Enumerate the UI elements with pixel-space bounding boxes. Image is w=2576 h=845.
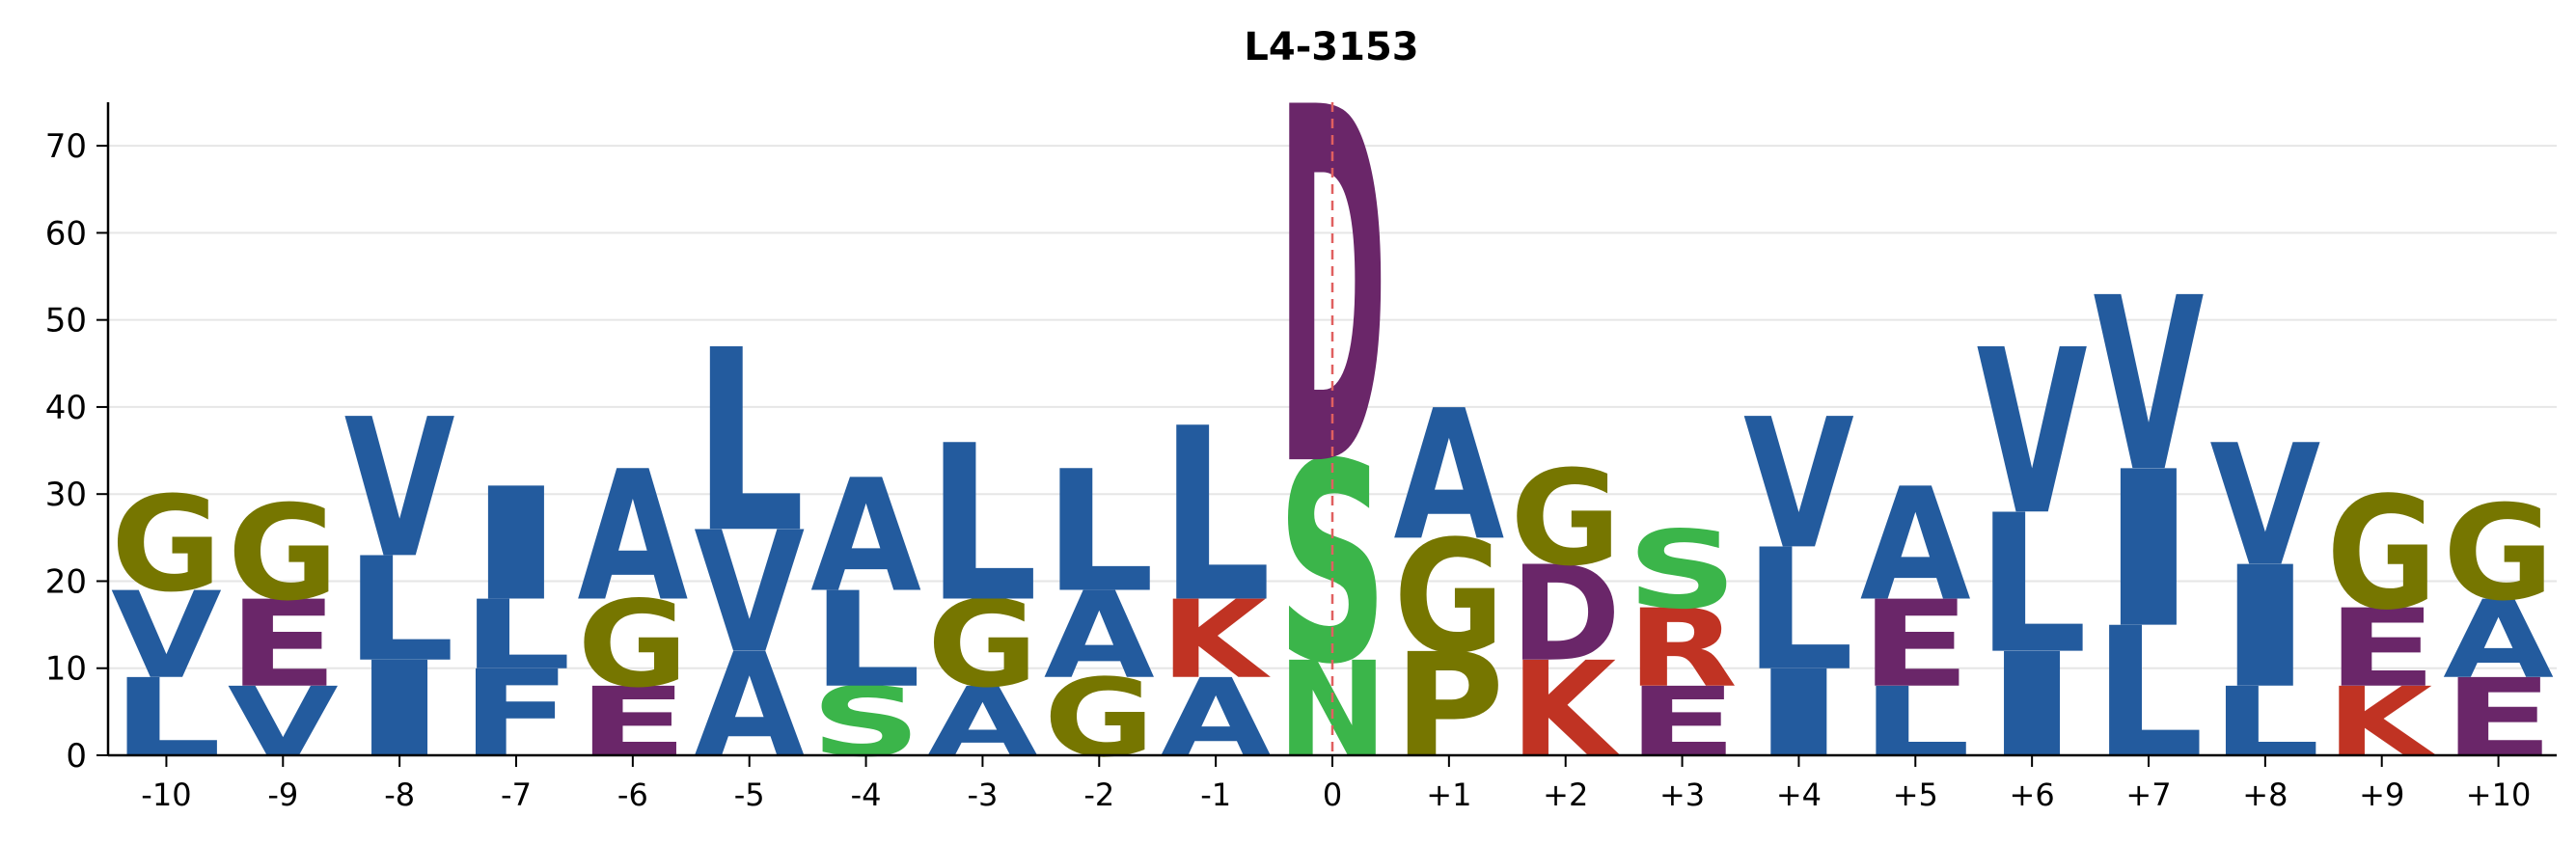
x-tick-label: +5: [1893, 777, 1938, 813]
logo-letter-A: A: [577, 432, 688, 641]
logo-letter-L: L: [344, 527, 455, 694]
logo-letter-D: D: [1510, 539, 1621, 692]
x-tick-label: -4: [851, 777, 882, 813]
logo-letter-G: G: [228, 477, 339, 630]
y-tick-label: 30: [45, 476, 87, 514]
x-tick-label: +6: [2010, 777, 2055, 813]
x-tick-label: +10: [2466, 777, 2532, 813]
logo-letter-E: E: [228, 575, 339, 714]
x-tick-label: -1: [1200, 777, 1231, 813]
logo-letter-L: L: [1743, 513, 1854, 708]
logo-letter-V: V: [694, 497, 805, 692]
logo-letter-A: A: [2443, 577, 2554, 702]
logo-letter-S: S: [1627, 508, 1738, 634]
x-tick-label: +8: [2242, 777, 2288, 813]
logo-letter-L: L: [927, 399, 1038, 649]
logo-letter-L: L: [1044, 435, 1155, 630]
chart-title: L4-3153: [1244, 25, 1418, 69]
logo-letter-E: E: [1860, 575, 1971, 714]
logo-letter-G: G: [927, 576, 1038, 715]
logo-letter-V: V: [2209, 409, 2320, 604]
logo-letter-G: G: [1393, 506, 1504, 688]
logo-letter-L: L: [1977, 474, 2088, 696]
logo-letter-L: L: [694, 297, 805, 588]
x-tick-label: -5: [734, 777, 765, 813]
logo-letter-V: V: [1977, 303, 2088, 566]
y-tick-label: 10: [45, 650, 87, 689]
logo-letter-L: L: [461, 581, 572, 692]
x-tick-label: -6: [617, 777, 648, 813]
logo-letter-V: V: [2094, 248, 2205, 525]
x-tick-label: +9: [2359, 777, 2404, 813]
x-tick-label: -8: [384, 777, 415, 813]
logo-letter-G: G: [577, 576, 688, 715]
logo-letter-G: G: [1510, 442, 1621, 595]
x-tick-label: +7: [2125, 777, 2171, 813]
x-tick-label: -7: [501, 777, 532, 813]
logo-letter-E: E: [2326, 586, 2437, 712]
y-tick-label: 40: [45, 389, 87, 427]
x-tick-label: +1: [1426, 777, 1471, 813]
logo-letter-G: G: [2326, 463, 2437, 644]
y-tick-label: 60: [45, 214, 87, 253]
logo-letter-V: V: [111, 567, 222, 706]
y-tick-label: 50: [45, 302, 87, 341]
logo-letter-G: G: [111, 468, 222, 621]
x-tick-label: +2: [1543, 777, 1588, 813]
logo-letter-G: G: [2443, 477, 2554, 630]
logo-letter-I: I: [2094, 426, 2205, 676]
x-tick-label: -2: [1083, 777, 1114, 813]
x-tick-label: -9: [267, 777, 298, 813]
y-tick-label: 0: [66, 737, 87, 776]
logo-letter-V: V: [1743, 380, 1854, 588]
logo-letter-R: R: [1627, 586, 1738, 711]
logo-letter-I: I: [461, 455, 572, 636]
y-tick-label: 70: [45, 127, 87, 166]
logo-letter-A: A: [1393, 371, 1504, 580]
logo-letter-I: I: [2209, 532, 2320, 725]
y-tick-label: 20: [45, 562, 87, 601]
logo-letter-L: L: [810, 564, 921, 717]
logo-letter-A: A: [1044, 567, 1155, 706]
x-tick-label: -10: [141, 777, 191, 813]
x-tick-label: +3: [1659, 777, 1705, 813]
x-tick-label: -3: [967, 777, 998, 813]
logo-letter-V: V: [344, 379, 455, 601]
x-tick-label: 0: [1323, 777, 1342, 813]
logo-letter-A: A: [1860, 455, 1971, 636]
x-tick-label: +4: [1776, 777, 1822, 813]
logo-letter-L: L: [1161, 378, 1272, 656]
logo-letter-A: A: [810, 447, 921, 627]
logo-letter-K: K: [1161, 579, 1272, 703]
